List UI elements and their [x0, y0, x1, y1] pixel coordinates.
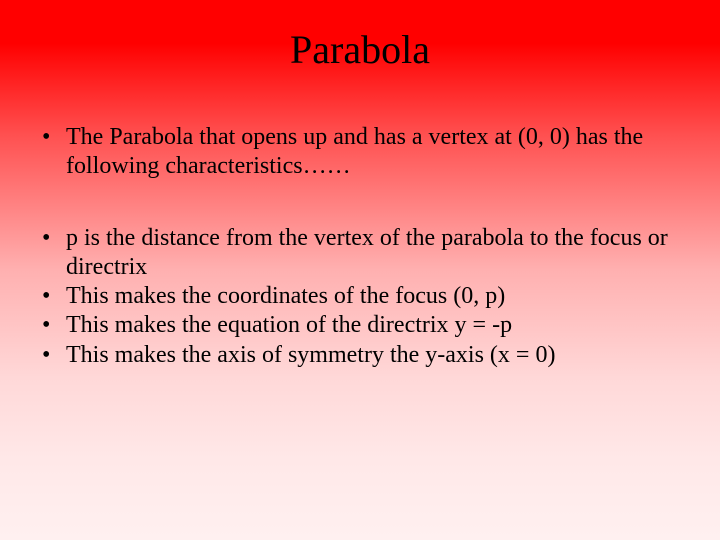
bullet-item: The Parabola that opens up and has a ver… [38, 123, 682, 182]
bullet-item: This makes the coordinates of the focus … [38, 282, 682, 311]
slide: Parabola The Parabola that opens up and … [0, 0, 720, 540]
bullet-item: This makes the equation of the directrix… [38, 311, 682, 340]
slide-content: The Parabola that opens up and has a ver… [0, 93, 720, 370]
bullet-item: This makes the axis of symmetry the y-ax… [38, 341, 682, 370]
spacer [38, 182, 682, 224]
bullet-list: The Parabola that opens up and has a ver… [38, 123, 682, 182]
bullet-item: p is the distance from the vertex of the… [38, 224, 682, 283]
slide-title: Parabola [0, 0, 720, 93]
bullet-list: p is the distance from the vertex of the… [38, 224, 682, 370]
